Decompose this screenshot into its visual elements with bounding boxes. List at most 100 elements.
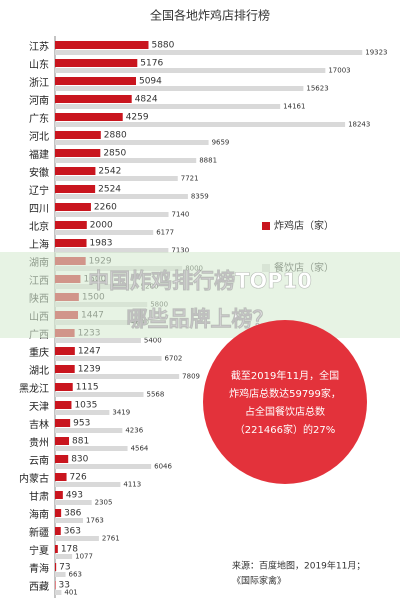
value-label: 830 (71, 455, 88, 465)
y-tick-label: 青海 (29, 562, 49, 575)
bar (55, 104, 281, 109)
bar (55, 482, 121, 487)
value-label: 726 (70, 473, 87, 483)
bar (55, 383, 73, 391)
value-label: 1035 (74, 401, 97, 411)
bar (55, 536, 99, 541)
value-label: 493 (66, 491, 83, 501)
bar (55, 203, 91, 211)
value-label: 5176 (140, 59, 163, 69)
value-label: 1763 (86, 517, 104, 525)
value-label: 8881 (199, 157, 217, 165)
bar (55, 149, 101, 157)
value-label: 73 (59, 563, 70, 573)
y-tick-label: 天津 (29, 401, 49, 413)
y-tick-label: 湖北 (29, 365, 49, 377)
bar (55, 581, 56, 589)
value-label: 6177 (156, 229, 174, 237)
value-label: 1983 (90, 239, 113, 249)
bar (55, 527, 61, 535)
legend-swatch (262, 222, 270, 230)
bar (55, 464, 152, 469)
value-label: 2305 (95, 499, 113, 507)
annotation-text: 截至2019年11月，全国 (231, 369, 339, 382)
bar (55, 194, 188, 199)
bar (55, 41, 149, 49)
bar (55, 392, 144, 397)
value-label: 1077 (75, 553, 93, 561)
value-label: 33 (59, 581, 70, 591)
bar (55, 374, 180, 379)
value-label: 8359 (191, 193, 209, 201)
value-label: 6046 (154, 463, 172, 471)
bar (55, 95, 132, 103)
bar (55, 437, 70, 445)
bar (55, 131, 101, 139)
value-label: 2260 (94, 203, 117, 213)
bar (55, 50, 363, 55)
y-tick-label: 宁夏 (29, 544, 49, 557)
value-label: 2880 (104, 131, 127, 141)
bar (55, 77, 136, 85)
value-label: 7130 (171, 247, 189, 255)
bar (55, 230, 154, 235)
bar (55, 572, 66, 577)
y-tick-label: 重庆 (29, 346, 49, 359)
bar (55, 455, 69, 463)
value-label: 3419 (112, 409, 130, 417)
overlay-band (0, 252, 400, 338)
value-label: 19323 (365, 49, 387, 57)
bar (55, 239, 87, 247)
source-text: 《国际家禽》 (232, 575, 286, 587)
bar (55, 401, 72, 409)
value-label: 663 (69, 571, 82, 579)
value-label: 1239 (78, 365, 101, 375)
value-label: 9659 (212, 139, 230, 147)
y-tick-label: 海南 (29, 508, 49, 521)
bar (55, 500, 92, 505)
y-tick-label: 吉林 (29, 418, 49, 431)
y-tick-label: 新疆 (29, 526, 49, 539)
value-label: 18243 (348, 121, 370, 129)
bar (55, 491, 63, 499)
legend-label: 炸鸡店（家） (274, 219, 334, 232)
bar (55, 545, 58, 553)
y-tick-label: 四川 (29, 204, 49, 215)
bar (55, 410, 110, 415)
y-tick-label: 安徽 (29, 166, 49, 179)
y-tick-label: 河北 (29, 131, 49, 143)
bar (55, 212, 169, 217)
bar (55, 86, 304, 91)
value-label: 5568 (147, 391, 165, 399)
bar (55, 68, 326, 73)
bar (55, 185, 96, 193)
value-label: 7721 (181, 175, 199, 183)
value-label: 15623 (306, 85, 328, 93)
value-label: 5880 (151, 41, 174, 51)
value-label: 4259 (126, 113, 149, 123)
overlay-title: 中国炸鸡排行榜TOP10 (88, 269, 312, 293)
value-label: 4564 (131, 445, 149, 453)
annotation-text: 占全国餐饮店总数 (245, 405, 325, 418)
y-tick-label: 云南 (29, 454, 49, 467)
y-tick-label: 辽宁 (29, 184, 49, 197)
bar (55, 113, 123, 121)
annotation-circle (203, 320, 367, 484)
y-tick-label: 山东 (29, 58, 49, 71)
value-label: 1115 (76, 383, 99, 393)
value-label: 17003 (328, 67, 350, 75)
chart-title: 全国各地炸鸡店排行榜 (150, 8, 270, 23)
bar (55, 176, 178, 181)
y-tick-label: 西藏 (29, 581, 49, 593)
value-label: 953 (73, 419, 90, 429)
bar (55, 338, 141, 343)
bar (55, 122, 346, 127)
y-tick-label: 北京 (29, 220, 49, 233)
annotation-text: 炸鸡店总数达59799家， (229, 387, 341, 400)
value-label: 178 (61, 545, 78, 555)
bar (55, 518, 84, 523)
bar (55, 446, 128, 451)
bar (55, 419, 71, 427)
bar (55, 59, 138, 67)
y-tick-label: 贵州 (29, 436, 49, 449)
